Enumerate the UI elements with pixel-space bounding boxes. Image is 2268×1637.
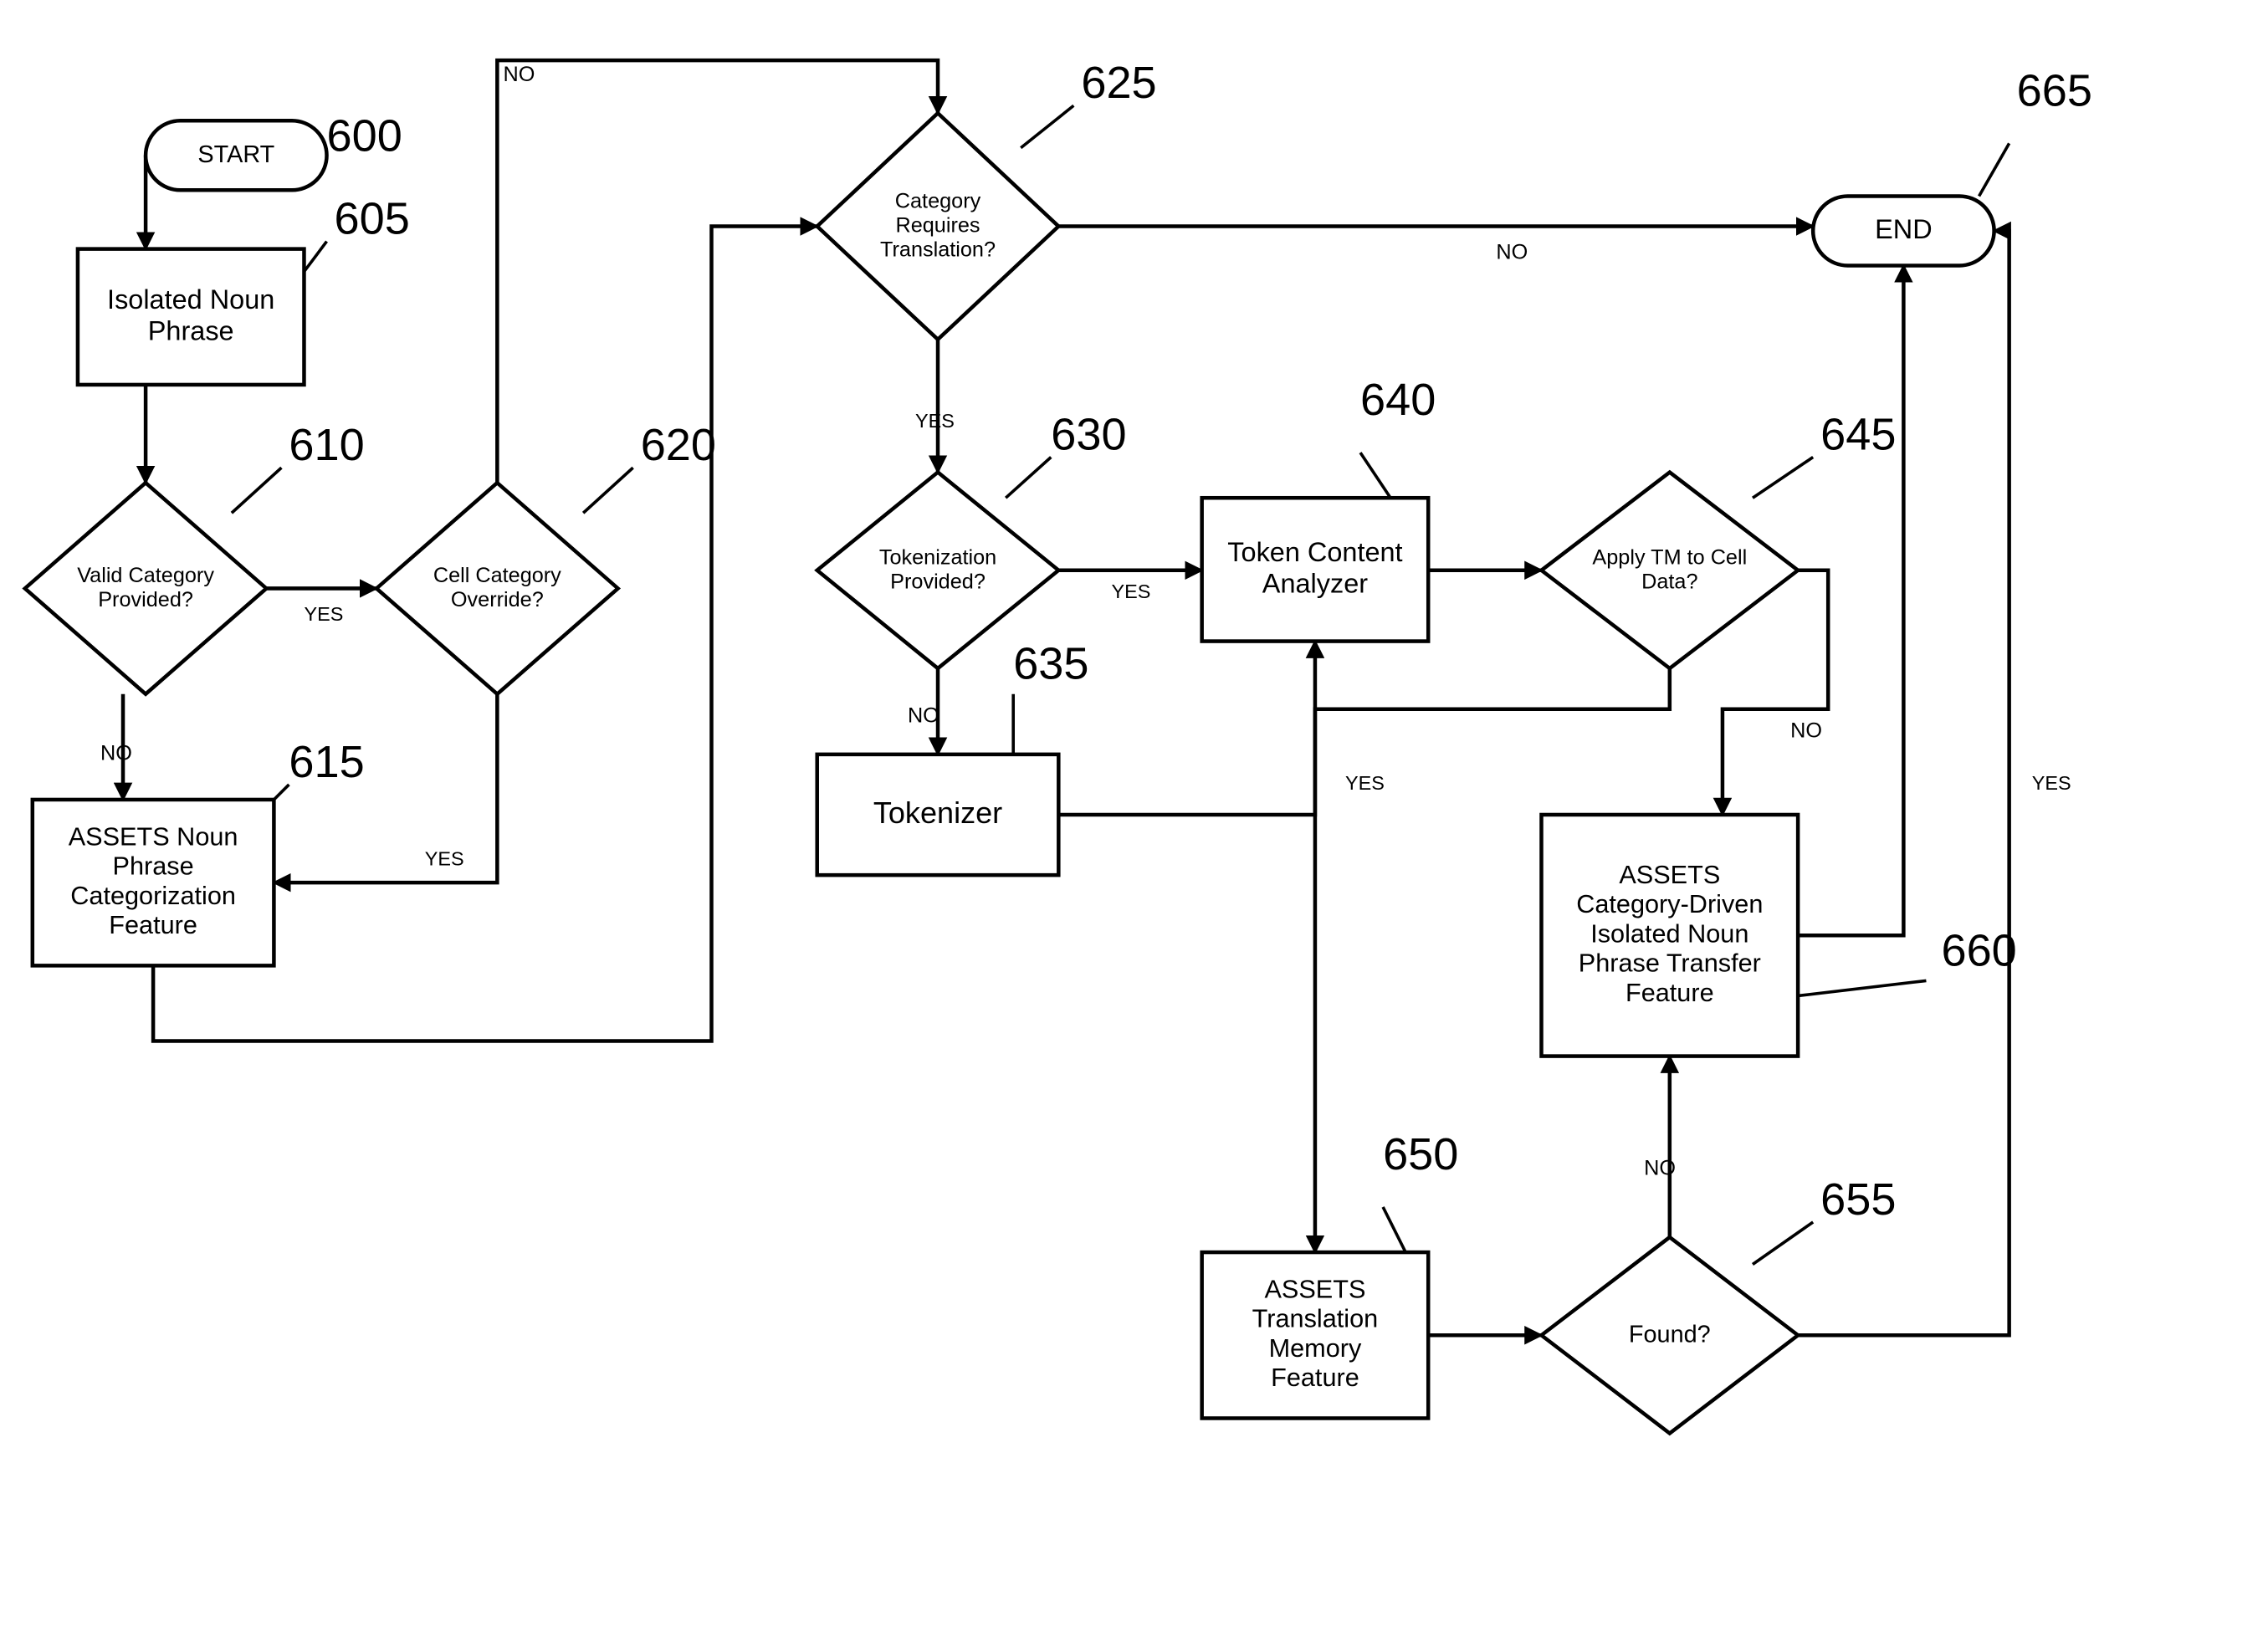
edge-n635-n640 [1058, 642, 1315, 815]
ref-lead-n620 [583, 468, 633, 513]
ref-lead-n660 [1798, 980, 1926, 995]
edge-label-n620-n615: YES [425, 847, 464, 869]
node-n610: Valid CategoryProvided?610 [25, 420, 365, 694]
edge-label-n630-n635: NO [908, 703, 939, 727]
nodes: START 600 Isolated NounPhrase605 Valid Cate… [25, 58, 2092, 1433]
node-n650: ASSETSTranslationMemoryFeature 650 [1202, 1129, 1459, 1419]
edge-label-n625-end: NO [1496, 241, 1528, 264]
ref-n635: 635 [1013, 639, 1088, 689]
ref-n610: 610 [289, 420, 364, 470]
edge-label-n625-n630: YES [915, 410, 955, 432]
ref-n650: 650 [1383, 1129, 1458, 1179]
ref-lead-n630 [1006, 458, 1051, 499]
ref-lead-n650 [1383, 1207, 1405, 1252]
node-n630: TokenizationProvided? 630 [817, 409, 1127, 668]
ref-n620: 620 [641, 420, 716, 470]
edges: YES NO YES NO NO YES YES NO YES NO NO YES [100, 60, 2071, 1335]
node-n645: Apply TM to CellData?645 [1541, 409, 1896, 668]
node-n605: Isolated NounPhrase605 [78, 194, 410, 385]
edge-label-n645-n660: NO [1790, 719, 1822, 742]
node-n615: ASSETS NounPhraseCategorizationFeature61… [33, 737, 365, 965]
ref-n630: 630 [1051, 409, 1126, 459]
edge-n660-end [1798, 265, 1903, 935]
node-n640: Token ContentAnalyzer640 [1202, 375, 1436, 642]
edge-label-n645-n650: YES [1345, 772, 1385, 794]
label-n620: Cell CategoryOverride? [433, 564, 561, 611]
ref-end: 665 [2017, 65, 2092, 115]
ref-start: 600 [327, 110, 402, 161]
node-end: END 665 [1813, 65, 2092, 265]
ref-lead-end [1979, 143, 2009, 196]
ref-n645: 645 [1820, 409, 1896, 459]
label-n630: TokenizationProvided? [879, 545, 996, 593]
ref-n615: 615 [289, 737, 364, 787]
node-n620: Cell CategoryOverride? 620 [376, 420, 716, 694]
node-start: START 600 [146, 110, 402, 190]
ref-n640: 640 [1360, 375, 1436, 425]
label-n635: Tokenizer [873, 795, 1002, 830]
label-end: END [1875, 214, 1933, 244]
ref-lead-n610 [232, 468, 282, 513]
label-start: START [197, 141, 274, 167]
label-n650: ASSETSTranslationMemoryFeature [1252, 1275, 1379, 1392]
ref-n625: 625 [1081, 58, 1156, 108]
edge-label-n655-n660: NO [1644, 1157, 1676, 1180]
ref-lead-n640 [1360, 453, 1390, 498]
label-n625: CategoryRequiresTranslation? [880, 189, 996, 261]
label-n655: Found? [1629, 1321, 1711, 1348]
edge-label-n655-end: YES [2032, 772, 2071, 794]
node-n660: ASSETSCategory-DrivenIsolated NounPhrase… [1541, 815, 2016, 1056]
ref-lead-n625 [1021, 105, 1073, 148]
ref-n655: 655 [1820, 1174, 1896, 1225]
flowchart: YES NO YES NO NO YES YES NO YES NO NO YES START 600 Is… [0, 0, 2268, 1637]
edge-label-n620-n625-join: NO [504, 63, 535, 86]
edge-label-n610-n620: YES [304, 603, 343, 625]
node-n635: Tokenizer 635 [817, 639, 1089, 875]
edge-label-n610-n615: NO [100, 742, 132, 765]
ref-n660: 660 [1941, 925, 2016, 975]
ref-lead-n655 [1753, 1222, 1813, 1265]
ref-lead-n605 [304, 242, 326, 272]
ref-lead-n645 [1753, 458, 1813, 499]
ref-n605: 605 [335, 194, 410, 244]
node-n625: CategoryRequiresTranslation? 625 [817, 58, 1157, 340]
node-n655: Found? 655 [1541, 1174, 1896, 1434]
edge-label-n630-n640: YES [1111, 581, 1150, 602]
